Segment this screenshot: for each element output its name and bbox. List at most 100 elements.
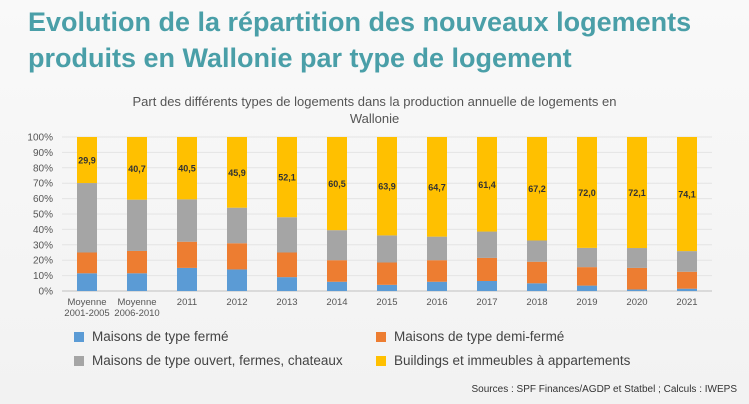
bar-segment-3 (177, 199, 197, 242)
bar-segment-4 (277, 137, 297, 218)
x-tick-label: 2011 (177, 297, 197, 308)
chart-title: Part des différents types de logements d… (0, 93, 749, 127)
legend-swatch-ferme (74, 331, 84, 342)
bar-segment-2 (477, 257, 497, 281)
bar-segment-1 (327, 281, 347, 291)
bar-segment-1 (277, 277, 297, 291)
bar-segment-3 (627, 248, 647, 268)
bar-segment-4 (227, 137, 247, 208)
bar-segment-4 (627, 137, 647, 249)
y-tick-label: 80% (33, 163, 53, 174)
data-label: 74,1 (678, 190, 696, 200)
data-label: 72,1 (628, 188, 646, 198)
bar-segment-2 (527, 261, 547, 284)
chart-title-line-1: Part des différents types de logements d… (132, 94, 617, 109)
legend-swatch-buildings (376, 355, 386, 366)
bar-segment-2 (77, 252, 97, 274)
legend-label-ouvert: Maisons de type ouvert, fermes, chateaux (92, 353, 343, 368)
x-tick-label: 2019 (576, 297, 597, 308)
x-tick-label: Moyenne (67, 297, 106, 308)
x-tick-label: 2016 (426, 297, 447, 308)
legend-item-ferme: Maisons de type fermé (74, 329, 229, 344)
bar-segment-3 (527, 240, 547, 262)
bar-segment-4 (377, 137, 397, 236)
y-tick-label: 100% (27, 133, 53, 144)
bar-segment-2 (677, 271, 697, 289)
bar-segment-3 (677, 251, 697, 272)
legend-item-ouvert: Maisons de type ouvert, fermes, chateaux (74, 353, 343, 368)
bar-segment-3 (327, 230, 347, 261)
bar-segment-1 (677, 288, 697, 291)
bar-segment-3 (127, 199, 147, 251)
legend-label-buildings: Buildings et immeubles à appartements (394, 353, 631, 368)
bar-segment-2 (227, 243, 247, 270)
bar-segment-2 (327, 260, 347, 282)
chart-title-line-2: Wallonie (349, 111, 400, 126)
bar-segment-2 (577, 267, 597, 286)
x-tick-label: 2013 (276, 297, 297, 308)
y-tick-label: 20% (33, 256, 53, 267)
y-tick-label: 10% (33, 271, 53, 282)
bar-segment-1 (127, 273, 147, 291)
data-label: 64,7 (428, 182, 446, 192)
data-label: 60,5 (328, 179, 346, 189)
bar-segment-1 (377, 284, 397, 291)
bar-segment-4 (477, 137, 497, 232)
y-tick-label: 40% (33, 225, 53, 236)
x-tick-label: 2017 (476, 297, 497, 308)
bar-segment-2 (377, 262, 397, 285)
data-label: 63,9 (378, 182, 396, 192)
bar-segment-2 (177, 241, 197, 268)
data-label: 40,7 (128, 164, 146, 174)
bar-segment-1 (527, 283, 547, 291)
x-tick-label: 2006-2010 (114, 308, 159, 319)
legend-label-ferme: Maisons de type fermé (92, 329, 229, 344)
data-label: 29,9 (78, 156, 96, 166)
bar-segment-4 (127, 137, 147, 200)
bar-segment-3 (277, 217, 297, 253)
data-label: 72,0 (578, 188, 596, 198)
x-tick-label: 2020 (626, 297, 647, 308)
bar-segment-1 (627, 289, 647, 291)
bar-segment-1 (577, 285, 597, 291)
bar-segment-3 (427, 236, 447, 261)
data-label: 45,9 (228, 168, 246, 178)
bar-segment-4 (577, 137, 597, 248)
y-tick-label: 60% (33, 194, 53, 205)
x-tick-label: 2021 (676, 297, 697, 308)
x-tick-label: 2015 (376, 297, 397, 308)
y-tick-label: 70% (33, 179, 53, 190)
bar-segment-1 (477, 280, 497, 291)
bar-segment-2 (627, 267, 647, 290)
data-label: 52,1 (278, 173, 296, 183)
x-tick-label: 2014 (326, 297, 347, 308)
legend-item-demi-ferme: Maisons de type demi-fermé (376, 329, 564, 344)
bar-segment-4 (427, 137, 447, 237)
data-label: 61,4 (478, 180, 496, 190)
legend-swatch-demi-ferme (376, 331, 386, 342)
x-tick-label: 2012 (226, 297, 247, 308)
bar-segment-4 (77, 137, 97, 184)
y-tick-label: 30% (33, 240, 53, 251)
legend: Maisons de type fermé Maisons de type de… (74, 329, 734, 373)
data-label: 67,2 (528, 184, 546, 194)
x-tick-label: 2001-2005 (64, 308, 109, 319)
bar-segment-3 (77, 183, 97, 253)
bar-segment-2 (427, 260, 447, 282)
headline: Evolution de la répartition des nouveaux… (28, 7, 692, 73)
bar-segment-2 (127, 250, 147, 274)
x-tick-label: Moyenne (117, 297, 156, 308)
bar-segment-3 (577, 247, 597, 268)
bar-segment-3 (227, 207, 247, 244)
legend-label-demi-ferme: Maisons de type demi-fermé (394, 329, 565, 344)
bar-segment-2 (277, 252, 297, 278)
bar-segment-1 (177, 267, 197, 291)
bar-segment-1 (227, 269, 247, 291)
bar-segment-4 (677, 137, 697, 252)
y-tick-label: 90% (33, 148, 53, 159)
legend-swatch-ouvert (74, 355, 84, 366)
bar-segment-4 (527, 137, 547, 241)
bar-segment-1 (77, 273, 97, 291)
